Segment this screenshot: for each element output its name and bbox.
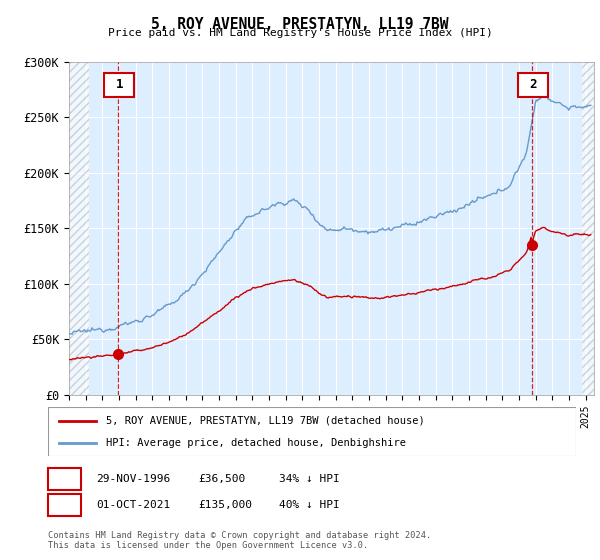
Text: Contains HM Land Registry data © Crown copyright and database right 2024.
This d: Contains HM Land Registry data © Crown c… [48,531,431,550]
Text: 29-NOV-1996: 29-NOV-1996 [96,474,170,484]
Bar [518,73,548,97]
Text: 1: 1 [115,78,123,91]
Text: 2: 2 [61,498,68,512]
Text: £36,500: £36,500 [198,474,245,484]
Text: 40% ↓ HPI: 40% ↓ HPI [279,500,340,510]
Text: 1: 1 [61,472,68,486]
Text: 34% ↓ HPI: 34% ↓ HPI [279,474,340,484]
Text: 2: 2 [529,78,537,91]
Text: 01-OCT-2021: 01-OCT-2021 [96,500,170,510]
Text: £135,000: £135,000 [198,500,252,510]
Text: 5, ROY AVENUE, PRESTATYN, LL19 7BW: 5, ROY AVENUE, PRESTATYN, LL19 7BW [151,17,449,32]
Bar [104,73,134,97]
Text: Price paid vs. HM Land Registry's House Price Index (HPI): Price paid vs. HM Land Registry's House … [107,28,493,38]
Text: 5, ROY AVENUE, PRESTATYN, LL19 7BW (detached house): 5, ROY AVENUE, PRESTATYN, LL19 7BW (deta… [106,416,425,426]
Text: HPI: Average price, detached house, Denbighshire: HPI: Average price, detached house, Denb… [106,438,406,448]
